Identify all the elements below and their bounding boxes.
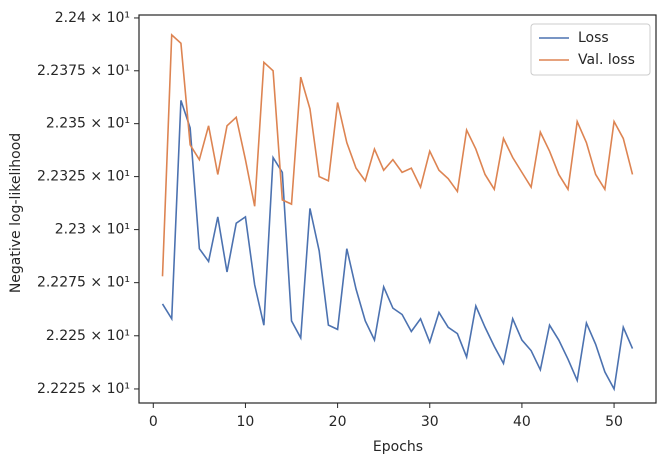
x-axis-label: Epochs [373, 439, 423, 455]
x-tick-label: 40 [513, 414, 531, 430]
x-tick-label: 10 [237, 414, 255, 430]
plot-frame [138, 14, 657, 404]
y-tick-label: 2.2275 × 10¹ [37, 275, 130, 291]
y-tick-label: 2.235 × 10¹ [46, 116, 130, 132]
y-tick-label: 2.2375 × 10¹ [37, 63, 130, 79]
legend-label: Val. loss [578, 52, 635, 68]
x-tick-label: 50 [605, 414, 623, 430]
legend-box [530, 23, 651, 76]
y-tick-label: 2.2225 × 10¹ [37, 381, 130, 397]
x-tick-label: 30 [421, 414, 439, 430]
y-axis-label: Negative log-likelihood [8, 133, 24, 293]
y-tick-label: 2.23 × 10¹ [55, 222, 130, 238]
line-series [161, 100, 634, 392]
y-tick-label: 2.2325 × 10¹ [37, 169, 130, 185]
legend-label: Loss [578, 30, 609, 46]
line-series [161, 33, 634, 277]
x-tick-label: 0 [149, 414, 158, 430]
y-tick-label: 2.24 × 10¹ [55, 10, 130, 26]
x-tick-label: 20 [329, 414, 347, 430]
y-tick-label: 2.225 × 10¹ [46, 328, 130, 344]
